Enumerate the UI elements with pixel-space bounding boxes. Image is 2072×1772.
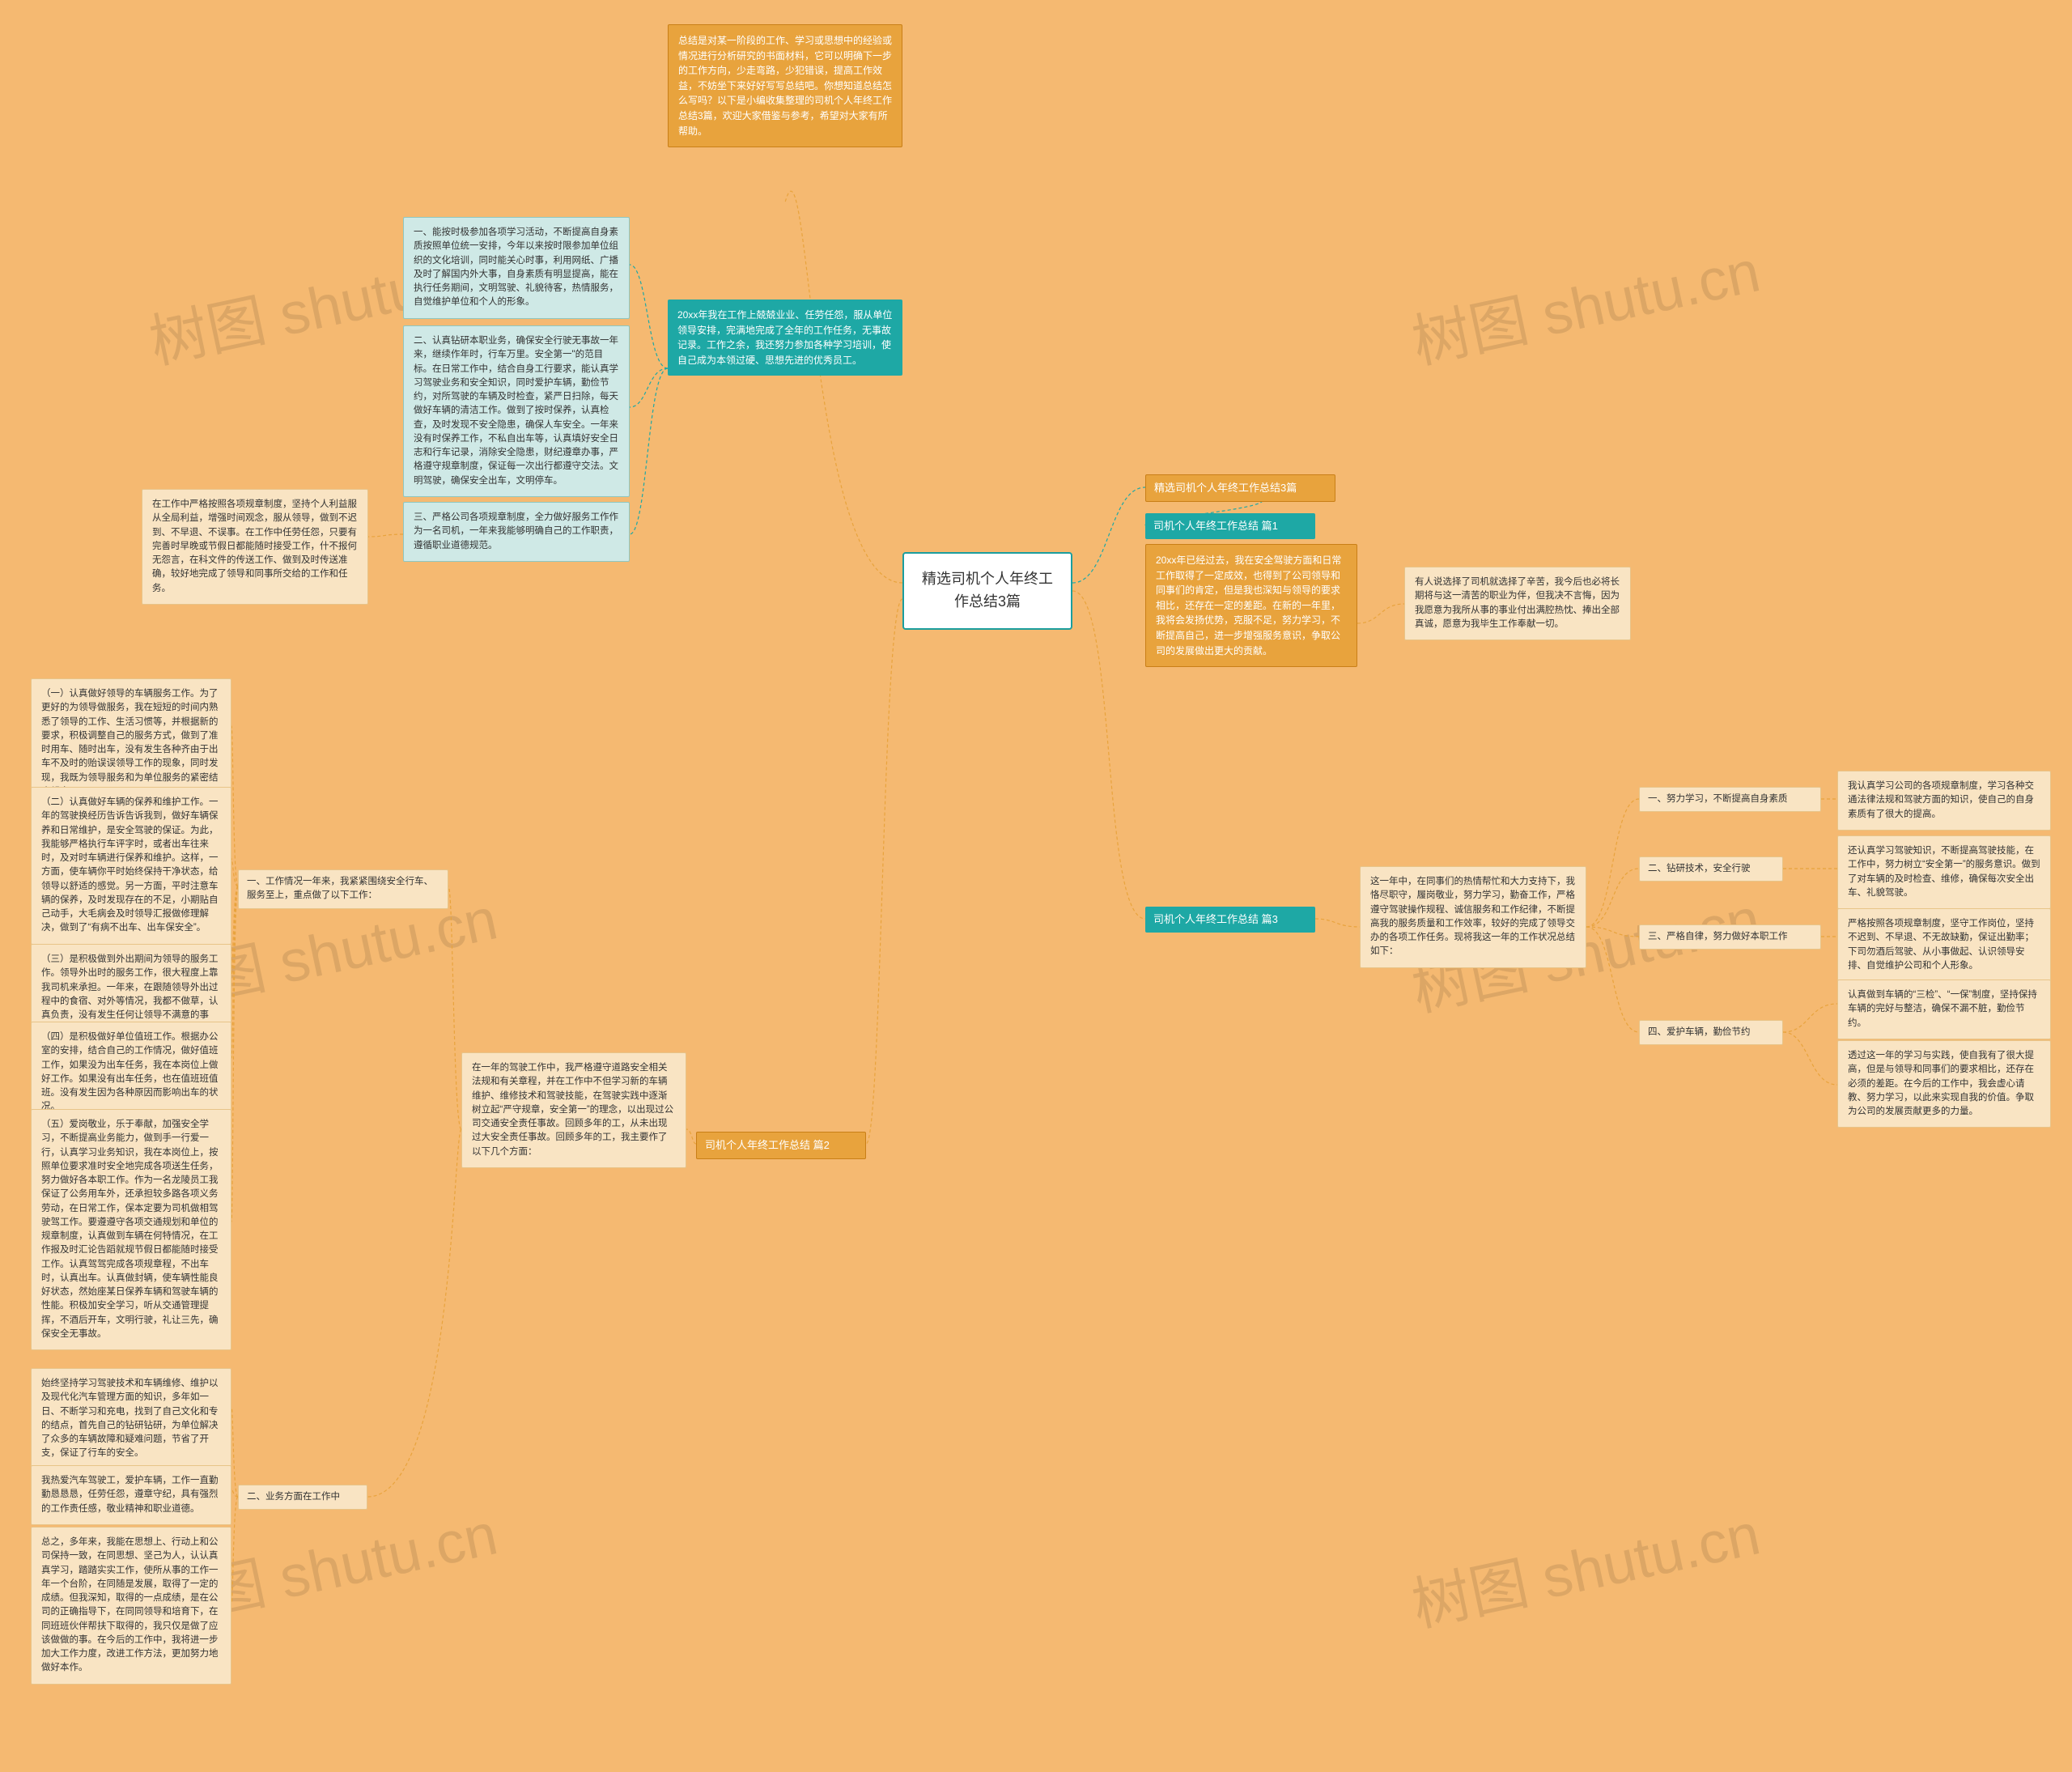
part1-side: 有人说选择了司机就选择了辛苦，我今后也必将长期将与这一清苦的职业为伴，但我决不言…	[1404, 567, 1631, 640]
p3-item-1-detail: 我认真学习公司的各项规章制度，学习各种交通法律法规和驾驶方面的知识，使自己的自身…	[1837, 771, 2051, 831]
part3-title: 司机个人年终工作总结 篇3	[1145, 907, 1315, 933]
left-p1-body: 20xx年我在工作上兢兢业业、任劳任怨，服从单位领导安排，完满地完成了全年的工作…	[668, 300, 902, 376]
p2-s1-item: （五）爱岗敬业，乐于奉献，加强安全学习，不断提高业务能力，做到手一行爱一行，认真…	[31, 1109, 231, 1350]
part2-title: 司机个人年终工作总结 篇2	[696, 1132, 866, 1159]
p3-item-1: 一、努力学习，不断提高自身素质	[1639, 787, 1821, 812]
part2-intro: 在一年的驾驶工作中，我严格遵守道路安全相关法规和有关章程，并在工作中不但学习新的…	[461, 1052, 686, 1168]
p2-s2-item: 始终坚持学习驾驶技术和车辆维修、维护以及现代化汽车管理方面的知识，多年如一日、不…	[31, 1368, 231, 1470]
part3-body: 这一年中，在同事们的热情帮忙和大力支持下，我恪尽职守，履岗敬业，努力学习，勤奋工…	[1360, 866, 1586, 968]
part1-title: 司机个人年终工作总结 篇1	[1145, 513, 1315, 539]
right-section-title: 精选司机个人年终工作总结3篇	[1145, 474, 1335, 502]
p2-s1-item: （二）认真做好车辆的保养和维护工作。一年的驾驶换经历告诉告诉我到，做好车辆保养和…	[31, 787, 231, 945]
p3-item-4-detail1: 认真做到车辆的“三检”、“一保”制度，坚持保持车辆的完好与整洁，确保不漏不脏，勤…	[1837, 979, 2051, 1039]
p2-s1: 一、工作情况一年来，我紧紧围绕安全行车、服务至上，重点做了以下工作：	[238, 869, 448, 909]
left-p1-sub: 在工作中严格按照各项规章制度，坚持个人利益服从全局利益，增强时间观念，服从领导，…	[142, 489, 368, 605]
left-p1-item: 三、严格公司各项规章制度，全力做好服务工作作为一名司机，一年来我能够明确自己的工…	[403, 502, 630, 562]
root-node: 精选司机个人年终工作总结3篇	[902, 552, 1072, 630]
p3-item-4: 四、爱护车辆，勤俭节约	[1639, 1020, 1783, 1045]
p2-s1-item: （四）是积极做好单位值班工作。根据办公室的安排，结合自己的工作情况，做好值班工作…	[31, 1022, 231, 1124]
p2-s2-item: 我热爱汽车驾驶工，爱护车辆，工作一直勤勤恳恳恳，任劳任怨，遵章守纪，具有强烈的工…	[31, 1465, 231, 1525]
p3-item-3: 三、严格自律，努力做好本职工作	[1639, 924, 1821, 950]
p2-s2: 二、业务方面在工作中	[238, 1485, 367, 1510]
left-p1-item: 二、认真钻研本职业务，确保安全行驶无事故一年来，继续作年时，行车万里。安全第一"…	[403, 325, 630, 497]
intro-block: 总结是对某一阶段的工作、学习或思想中的经验或情况进行分析研究的书面材料，它可以明…	[668, 24, 902, 147]
left-p1-item: 一、能按时极参加各项学习活动，不断提高自身素质按照单位统一安排，今年以来按时限参…	[403, 217, 630, 319]
p2-s2-item: 总之，多年来，我能在思想上、行动上和公司保持一致，在同思想、坚己为人，认认真真学…	[31, 1527, 231, 1685]
p3-item-3-detail: 严格按照各项规章制度，坚守工作岗位，坚持不迟到、不早退、不无故缺勤，保证出勤率；…	[1837, 908, 2051, 982]
p3-item-2-detail: 还认真学习驾驶知识，不断提高驾驶技能，在工作中，努力树立“安全第一”的服务意识。…	[1837, 835, 2051, 909]
p3-item-4-detail2: 透过这一年的学习与实践，使自我有了很大提高，但是与领导和同事们的要求相比，还存在…	[1837, 1040, 2051, 1128]
p3-item-2: 二、钻研技术，安全行驶	[1639, 856, 1783, 882]
part1-body: 20xx年已经过去，我在安全驾驶方面和日常工作取得了一定成效，也得到了公司领导和…	[1145, 544, 1357, 667]
